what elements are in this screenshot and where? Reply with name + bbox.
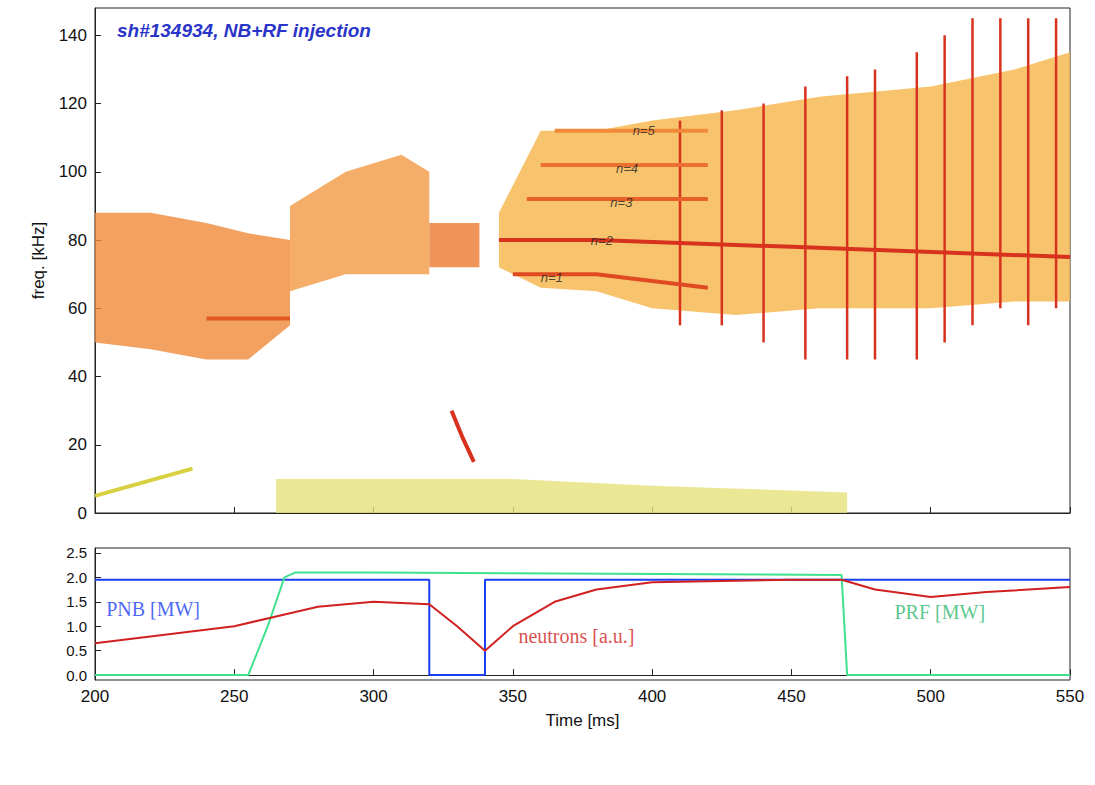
svg-text:1.0: 1.0: [66, 618, 87, 635]
svg-text:140: 140: [59, 26, 87, 45]
svg-text:n=4: n=4: [616, 161, 638, 176]
svg-text:20: 20: [68, 435, 87, 454]
svg-text:0.5: 0.5: [66, 642, 87, 659]
svg-text:n=5: n=5: [633, 123, 656, 138]
svg-text:0: 0: [78, 504, 87, 523]
svg-text:80: 80: [68, 231, 87, 250]
svg-text:PRF [MW]: PRF [MW]: [895, 601, 986, 623]
svg-text:2.5: 2.5: [66, 544, 87, 561]
svg-text:n=1: n=1: [541, 270, 563, 285]
svg-text:Time [ms]: Time [ms]: [546, 711, 620, 730]
svg-text:300: 300: [359, 687, 387, 706]
svg-text:120: 120: [59, 94, 87, 113]
svg-text:neutrons [a.u.]: neutrons [a.u.]: [518, 625, 634, 647]
svg-text:n=3: n=3: [610, 195, 633, 210]
svg-text:freq. [kHz]: freq. [kHz]: [29, 222, 48, 299]
svg-text:350: 350: [499, 687, 527, 706]
svg-text:550: 550: [1056, 687, 1084, 706]
svg-text:PNB [MW]: PNB [MW]: [106, 598, 200, 620]
svg-text:500: 500: [917, 687, 945, 706]
svg-text:0.0: 0.0: [66, 667, 87, 684]
svg-text:60: 60: [68, 299, 87, 318]
svg-text:200: 200: [81, 687, 109, 706]
svg-text:40: 40: [68, 367, 87, 386]
svg-text:400: 400: [638, 687, 666, 706]
svg-text:sh#134934, NB+RF injection: sh#134934, NB+RF injection: [117, 20, 371, 41]
svg-text:450: 450: [777, 687, 805, 706]
svg-text:1.5: 1.5: [66, 593, 87, 610]
svg-text:100: 100: [59, 162, 87, 181]
svg-text:n=2: n=2: [591, 233, 614, 248]
svg-text:2.0: 2.0: [66, 569, 87, 586]
svg-text:250: 250: [220, 687, 248, 706]
